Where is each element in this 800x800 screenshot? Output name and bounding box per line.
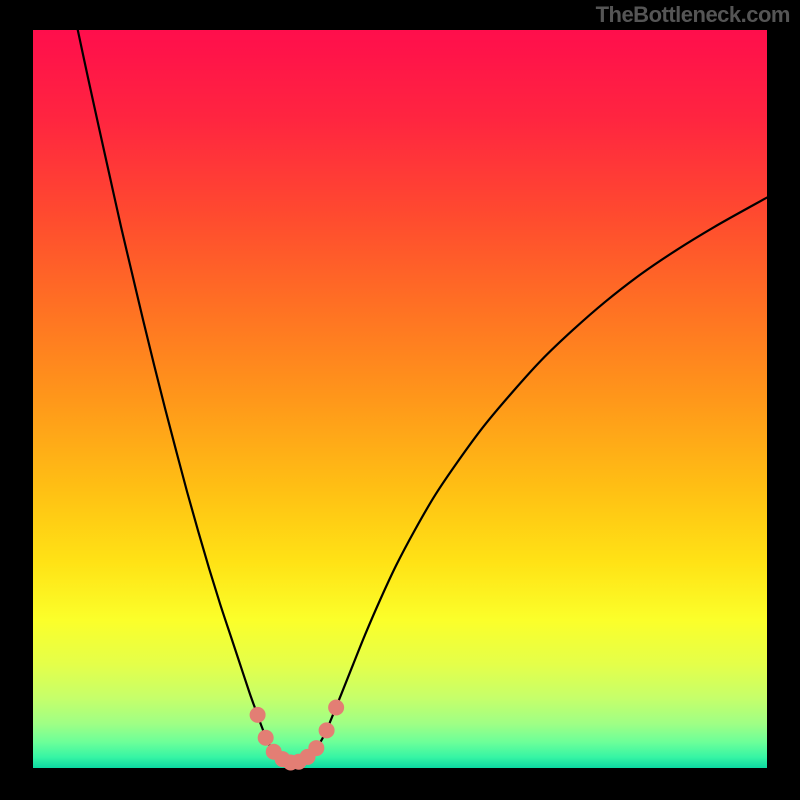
watermark-text: TheBottleneck.com (596, 2, 790, 28)
marker-point (328, 699, 344, 715)
chart-svg (0, 0, 800, 800)
marker-point (250, 707, 266, 723)
plot-background (33, 30, 767, 768)
marker-point (308, 740, 324, 756)
chart-root: TheBottleneck.com (0, 0, 800, 800)
marker-point (258, 730, 274, 746)
marker-point (319, 722, 335, 738)
